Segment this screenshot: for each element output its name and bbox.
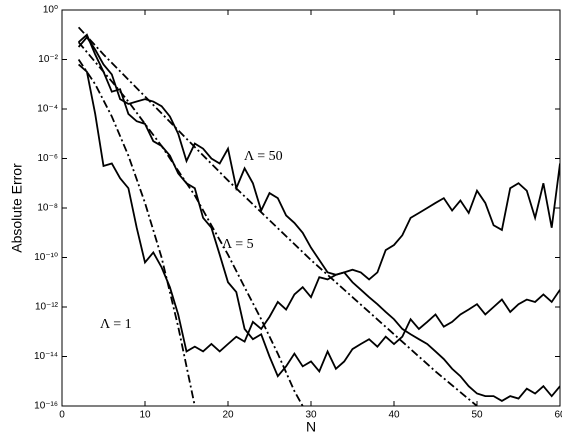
y-tick-label: 10⁻¹⁰ <box>34 252 58 263</box>
y-tick-label: 10⁰ <box>43 5 58 16</box>
x-tick-label: 60 <box>554 410 562 421</box>
x-tick-label: 0 <box>59 410 65 421</box>
error-line <box>77 26 478 406</box>
y-tick-label: 10⁻⁴ <box>37 104 58 115</box>
error-line <box>77 35 560 402</box>
y-tick-label: 10⁻⁶ <box>37 153 58 164</box>
x-tick-label: 20 <box>222 410 234 421</box>
error-line <box>77 41 304 406</box>
x-tick-label: 40 <box>388 410 400 421</box>
y-tick-label: 10⁻² <box>38 54 58 65</box>
x-tick-label: 50 <box>471 410 483 421</box>
annotation: Λ = 50 <box>244 149 283 164</box>
error-line <box>77 58 196 406</box>
x-axis-label: N <box>306 419 316 435</box>
plot-area <box>77 26 560 406</box>
error-line <box>77 33 560 378</box>
x-tick-label: 30 <box>305 410 317 421</box>
y-tick-label: 10⁻¹⁶ <box>34 401 58 412</box>
y-tick-label: 10⁻¹⁴ <box>34 351 58 362</box>
y-tick-label: 10⁻⁸ <box>37 203 58 214</box>
y-tick-label: 10⁻¹² <box>35 302 59 313</box>
y-axis-label: Absolute Error <box>9 163 25 253</box>
error-line <box>78 63 560 353</box>
annotation: Λ = 1 <box>100 317 132 332</box>
x-tick-label: 10 <box>139 410 151 421</box>
annotation: Λ = 5 <box>222 237 254 252</box>
plot-frame <box>61 9 561 407</box>
